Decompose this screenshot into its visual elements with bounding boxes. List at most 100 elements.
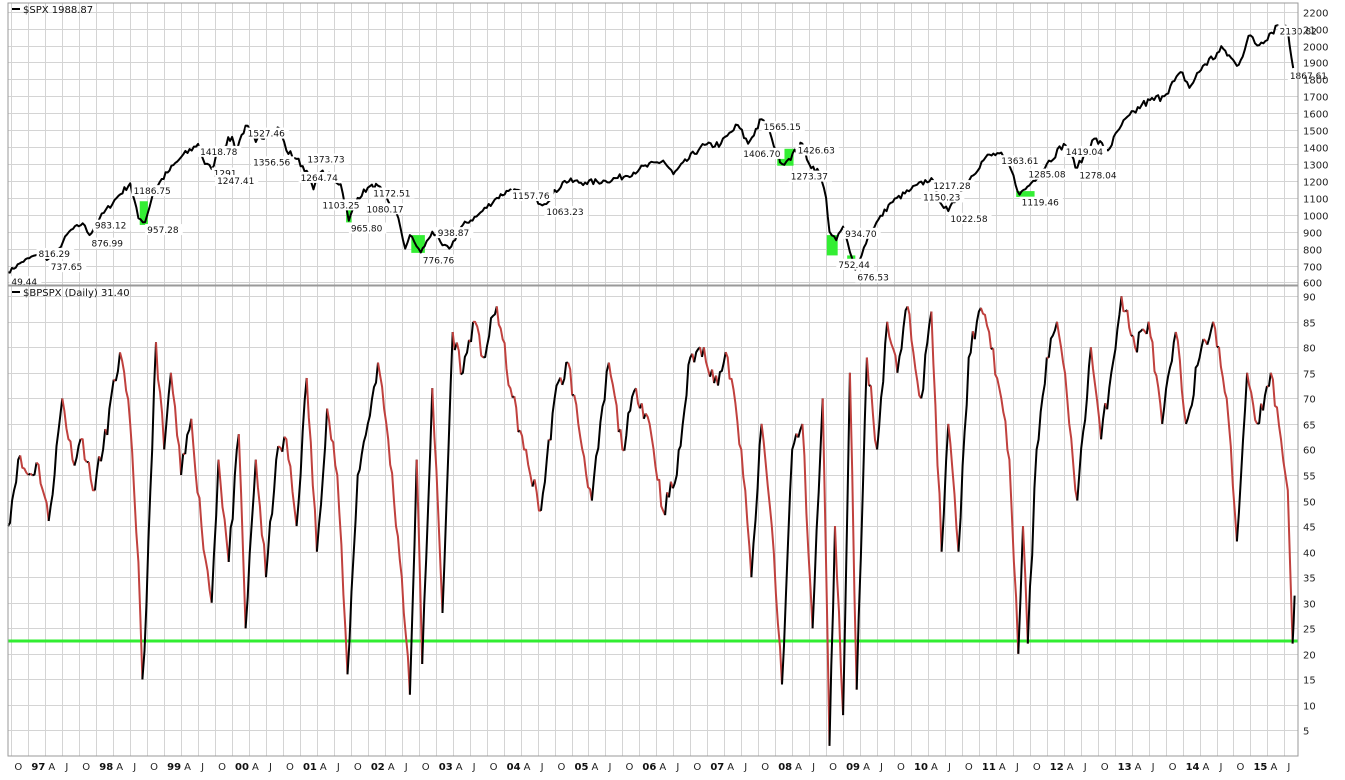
price-annotation: 1565.15 (761, 121, 805, 133)
bpspx-falling-segment (1022, 526, 1029, 644)
bpspx-rising-segment (549, 377, 562, 441)
price-highlight-zone (346, 206, 352, 223)
bpspx-legend-title: $BPSPX (Daily) 31.40 (23, 288, 130, 299)
bpspx-falling-segment (155, 342, 166, 450)
price-annotation: 1867.61 (1287, 69, 1332, 82)
x-axis-tick-label: A (456, 762, 463, 773)
bpspx-rising-segment (470, 321, 475, 343)
x-axis-tick-label: J (1151, 762, 1155, 773)
price-annotation-label: 1419.04 (1066, 148, 1103, 158)
price-y-tick-label: 2000 (1303, 43, 1328, 54)
bpspx-falling-segment (80, 438, 88, 463)
bpspx-rising-segment (315, 408, 329, 552)
bpspx-rising-segment (265, 446, 280, 578)
price-annotation-label: 776.76 (423, 257, 455, 267)
x-axis-tick-label: A (1203, 762, 1210, 773)
bpspx-rising-segment (664, 492, 669, 516)
bpspx-falling-segment (519, 430, 534, 487)
price-annotation-label: 1291 (214, 170, 237, 180)
price-annotation-bg (948, 212, 992, 224)
price-annotation-bg (92, 219, 131, 231)
price-annotation: 1080.17 (364, 203, 408, 215)
bpspx-rising-segment (483, 306, 498, 359)
bpspx-rising-segment (1262, 385, 1268, 411)
bpspx-rising-segment (93, 456, 100, 491)
x-axis-tick-label: J (879, 762, 883, 773)
x-axis-tick-label: O (897, 762, 905, 773)
x-axis-tick-label: A (1135, 762, 1142, 773)
bpspx-falling-segment (886, 321, 899, 373)
price-annotation-bg (145, 224, 183, 236)
bpspx-y-tick-label: 15 (1303, 676, 1316, 687)
x-axis-tick-label: O (354, 762, 362, 773)
price-legend: $SPX 1988.87 (12, 5, 93, 16)
x-axis-tick-label: O (490, 762, 498, 773)
price-annotation-bg (320, 199, 364, 211)
x-axis-tick-label: J (675, 762, 679, 773)
price-annotation: 1150.23 (921, 191, 965, 203)
price-annotation: 1363.61 (999, 155, 1043, 167)
price-annotation: 752.44 (836, 258, 874, 271)
price-annotation-bg (510, 190, 554, 202)
price-annotation-label: 816.29 (39, 250, 71, 260)
x-axis-tick-label: A (592, 762, 599, 773)
bpspx-y-tick-label: 60 (1303, 446, 1316, 457)
price-annotation-label: 1406.70 (743, 150, 780, 160)
price-annotation-bg (420, 254, 459, 266)
bpspx-rising-segment (717, 351, 727, 386)
bpspx-rising-segment (32, 462, 38, 477)
bpspx-rising-segment (920, 311, 933, 399)
x-axis-tick-label: A (388, 762, 395, 773)
price-annotation-label: 752.44 (838, 261, 870, 271)
bpspx-falling-segment (473, 320, 484, 359)
bpspx-falling-segment (533, 479, 542, 512)
price-annotation-bg (843, 227, 881, 239)
bpspx-falling-segment (724, 351, 753, 578)
price-annotation-bg (836, 258, 874, 270)
x-axis-tick-label: O (150, 762, 158, 773)
bpspx-rising-segment (141, 342, 157, 680)
x-axis-tick-label: 06 (642, 762, 656, 773)
bpspx-falling-segment (567, 362, 574, 396)
price-annotation-bg (211, 167, 239, 179)
price-annotation-label: 1356.56 (253, 158, 290, 168)
x-axis-tick-label: O (1237, 762, 1245, 773)
price-y-tick-label: 700 (1303, 263, 1322, 274)
bpspx-rising-segment (295, 377, 308, 527)
bpspx-legend: $BPSPX (Daily) 31.40 (12, 288, 130, 299)
price-annotation: 965.80 (348, 222, 387, 235)
bpspx-falling-segment (869, 385, 879, 450)
bpspx-rising-segment (27, 472, 31, 476)
price-annotation-bg (761, 121, 805, 133)
spx-price-panel: 49.44 816.29 737.65 983.12 876.99 1186.75 957.… (7, 2, 1332, 290)
price-annotation-label: 1157.76 (512, 192, 549, 202)
price-y-tick-label: 800 (1303, 246, 1322, 257)
price-panel-frame (7, 2, 1299, 286)
price-annotation: 1278.04 (1077, 169, 1121, 182)
bpspx-y-axis: 5 10 15 20 25 30 35 40 45 50 55 60 65 70 75 80 85 90 (1303, 293, 1316, 738)
x-axis-tick-label: O (218, 762, 226, 773)
price-annotation-label: 1426.63 (798, 147, 835, 157)
bpspx-y-tick-label: 45 (1303, 523, 1316, 534)
price-annotation: 1419.04 (1063, 145, 1107, 158)
bpspx-falling-segment (906, 306, 923, 399)
bpspx-falling-segment (513, 396, 520, 433)
price-annotation-label: 965.80 (351, 225, 383, 235)
price-annotation-label: 1527.46 (248, 130, 285, 140)
bpspx-falling-segment (865, 357, 870, 386)
bpspx-y-tick-label: 50 (1303, 498, 1316, 509)
x-axis-tick-label: O (82, 762, 90, 773)
bpspx-falling-segment (1212, 321, 1218, 348)
bpspx-rising-segment (421, 388, 434, 665)
bpspx-falling-segment (19, 455, 30, 476)
bpspx-y-tick-label: 85 (1303, 319, 1316, 330)
bpspx-rising-segment (1256, 403, 1263, 425)
price-annotation-bg (198, 145, 242, 157)
bpspx-rising-segment (184, 418, 193, 455)
x-axis-tick-label: 00 (235, 762, 249, 773)
price-annotation: 1103.25 (320, 199, 364, 211)
x-axis-tick-label: A (184, 762, 191, 773)
x-axis-tick-label: A (863, 762, 870, 773)
price-annotation-label: 1273.37 (791, 173, 828, 183)
price-annotation: 1247.41 (215, 174, 259, 187)
